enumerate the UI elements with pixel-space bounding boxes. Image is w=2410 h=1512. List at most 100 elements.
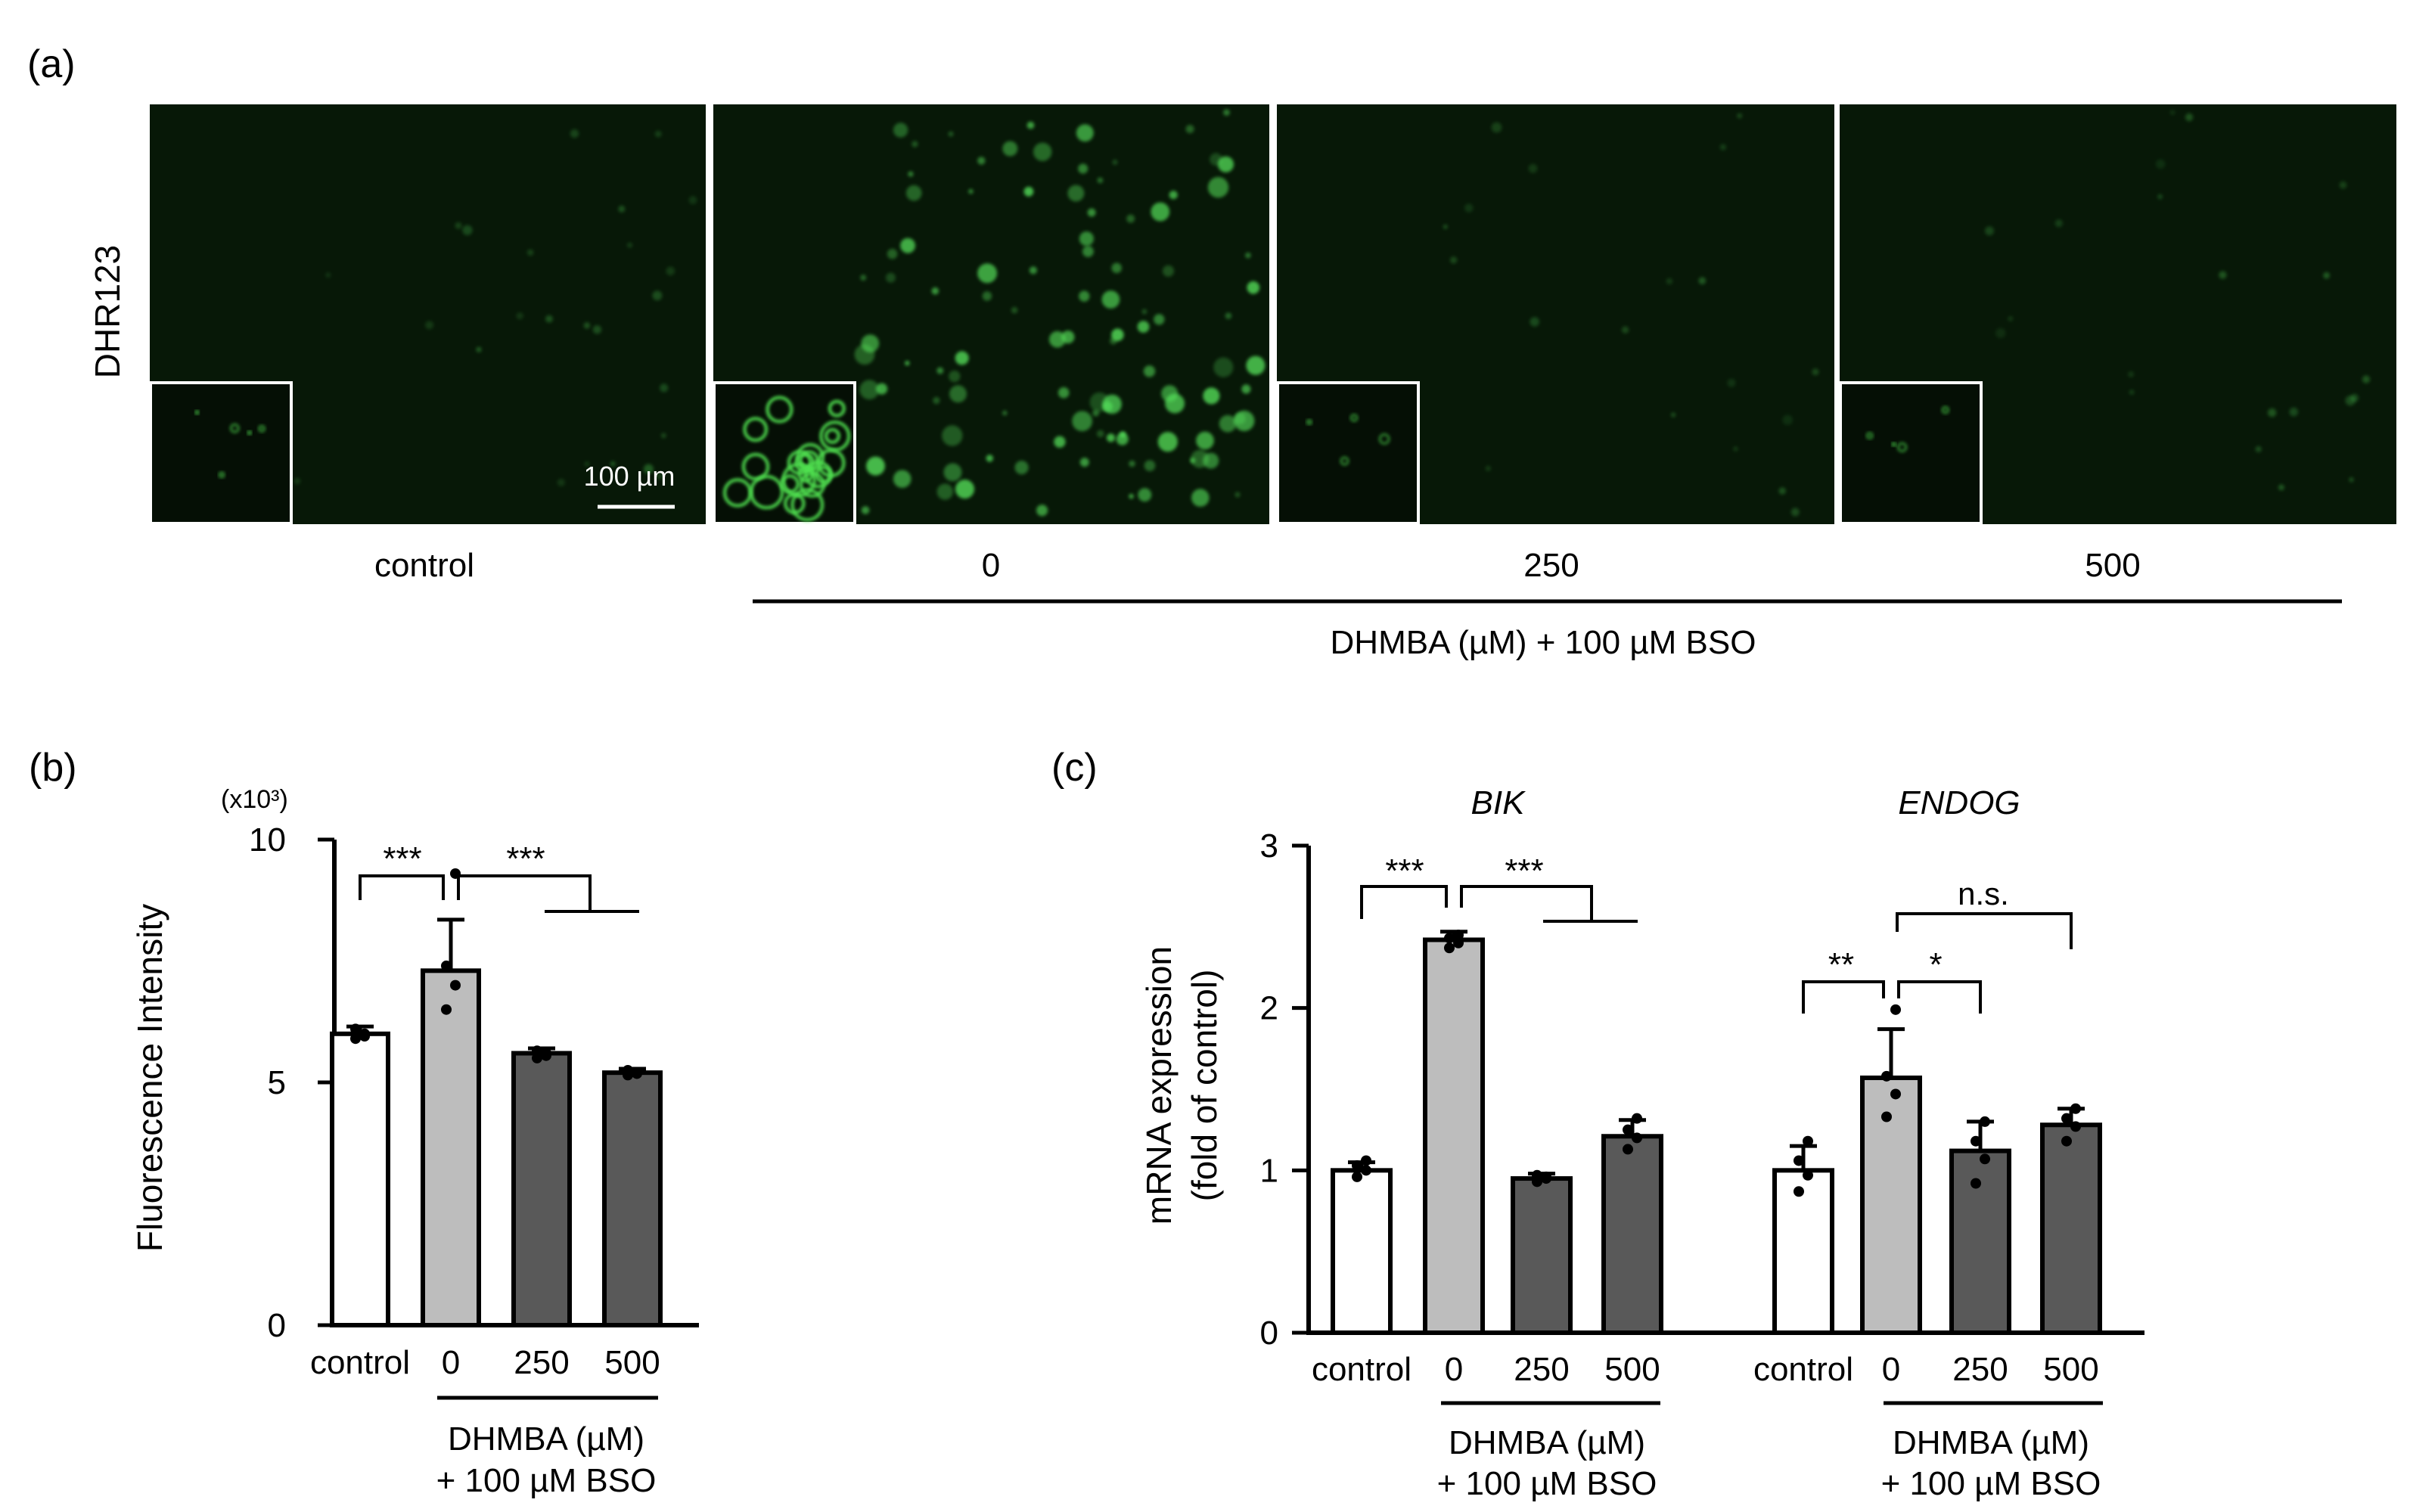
data-point-b bbox=[350, 1023, 361, 1035]
inset-cell bbox=[741, 452, 770, 481]
cell-spot bbox=[948, 131, 954, 137]
data-point-c bbox=[1890, 1004, 1901, 1015]
cell-spot bbox=[1196, 431, 1214, 450]
cell-spot bbox=[1207, 177, 1229, 198]
data-point-c bbox=[1352, 1171, 1362, 1182]
scale-bar-label: 100 µm bbox=[584, 461, 675, 492]
cell-spot bbox=[1247, 281, 1260, 294]
cell-spot bbox=[688, 196, 697, 205]
cell-spot bbox=[860, 275, 867, 281]
inset-cell bbox=[787, 450, 812, 475]
cell-spot bbox=[1671, 412, 1676, 418]
cell-spot bbox=[1048, 331, 1066, 348]
micrograph-bso-0 bbox=[713, 104, 1269, 525]
cell-spot bbox=[584, 461, 590, 467]
cell-spot bbox=[592, 325, 602, 334]
micrograph-control: 100 µm bbox=[149, 104, 706, 525]
data-point-c bbox=[1980, 1153, 1990, 1165]
cell-spot bbox=[1101, 290, 1120, 309]
y-axis-label-b: Fluorescence Intensity bbox=[130, 904, 169, 1252]
data-point-c bbox=[1532, 1169, 1542, 1181]
cell-spot bbox=[1143, 365, 1156, 377]
y-tick-label-c: 2 bbox=[1260, 990, 1278, 1027]
cell-spot bbox=[1154, 314, 1165, 325]
data-point-c bbox=[1623, 1124, 1633, 1135]
cell-spot bbox=[1191, 489, 1210, 507]
inset-cell bbox=[1891, 442, 1897, 447]
cell-spot bbox=[2362, 375, 2371, 383]
cell-spot bbox=[1057, 387, 1070, 399]
cell-spot bbox=[2155, 159, 2166, 169]
cell-spot bbox=[1727, 378, 1736, 387]
cell-spot bbox=[949, 385, 967, 403]
inset-cell bbox=[828, 399, 846, 418]
cell-spot bbox=[2157, 194, 2163, 200]
cell-spot bbox=[1112, 159, 1118, 166]
cell-spot bbox=[1812, 368, 1819, 376]
inset-cell bbox=[1896, 442, 1908, 452]
cell-spot bbox=[2219, 271, 2227, 279]
image-label-250: 250 bbox=[1523, 547, 1579, 584]
cell-spot bbox=[666, 266, 675, 276]
x-tick-label-c: 250 bbox=[1514, 1351, 1569, 1388]
x-tick-label-b: 0 bbox=[442, 1344, 460, 1381]
sig-bracket-c bbox=[1802, 980, 1885, 1014]
sig-label-b: *** bbox=[383, 840, 421, 877]
cell-spot bbox=[2128, 371, 2135, 377]
image-label-500: 500 bbox=[2085, 547, 2140, 584]
cell-spot bbox=[2129, 390, 2135, 395]
sig-bracket-c bbox=[1896, 912, 2073, 949]
cell-spot bbox=[1067, 185, 1085, 202]
cell-spot bbox=[2339, 181, 2347, 189]
cell-spot bbox=[2185, 113, 2194, 122]
data-point-c bbox=[1794, 1186, 1804, 1197]
cell-spot bbox=[1185, 125, 1194, 134]
cell-spot bbox=[942, 425, 963, 446]
cell-spot bbox=[1011, 306, 1018, 314]
sig-label-c: *** bbox=[1385, 852, 1424, 890]
data-point-c bbox=[1881, 1070, 1892, 1082]
x-tick-label-b: control bbox=[310, 1344, 410, 1381]
cell-spot bbox=[949, 370, 961, 383]
group-label-c2-line2: + 100 µM BSO bbox=[1881, 1465, 2101, 1502]
cell-spot bbox=[1719, 144, 1727, 151]
cell-spot bbox=[936, 483, 954, 500]
inset-cell bbox=[1941, 405, 1950, 414]
bar-c-bik-3 bbox=[1601, 1134, 1663, 1335]
data-point-c bbox=[1352, 1160, 1362, 1171]
cell-spot bbox=[1245, 252, 1251, 259]
cell-spot bbox=[1621, 326, 1629, 334]
cell-spot bbox=[1191, 449, 1209, 468]
data-point-c bbox=[1803, 1135, 1813, 1147]
cell-spot bbox=[660, 383, 669, 393]
cell-spot bbox=[931, 287, 939, 295]
data-point-b bbox=[532, 1052, 542, 1063]
micrograph-cells bbox=[293, 129, 697, 487]
cell-spot bbox=[1225, 312, 1232, 319]
cell-spot bbox=[1079, 458, 1089, 467]
cell-spot bbox=[1014, 461, 1029, 475]
sig-label-c: *** bbox=[1505, 852, 1543, 890]
cell-spot bbox=[516, 312, 523, 320]
cell-spot bbox=[1778, 487, 1786, 495]
inset-cell bbox=[1306, 418, 1313, 426]
cell-spot bbox=[1079, 290, 1090, 302]
cell-spot bbox=[1443, 224, 1448, 229]
sig-bracket-c bbox=[1360, 885, 1448, 919]
inset-bso-250 bbox=[1276, 381, 1420, 525]
cell-spot bbox=[293, 477, 301, 485]
cell-spot bbox=[425, 321, 434, 330]
cell-spot bbox=[1023, 186, 1034, 197]
inset-cell bbox=[743, 417, 769, 442]
cell-spot bbox=[557, 478, 565, 487]
sig-bracket-b bbox=[359, 874, 445, 900]
panel-c: (c) mRNA expression (fold of control) BI… bbox=[1051, 746, 2144, 1502]
cell-spot bbox=[859, 380, 880, 400]
cell-spot bbox=[1054, 436, 1066, 448]
gene-label-endog: ENDOG bbox=[1898, 784, 2020, 821]
cell-spot bbox=[887, 248, 898, 259]
bar-c-bik-0 bbox=[1331, 1168, 1393, 1336]
cell-spot bbox=[936, 367, 944, 374]
cell-spot bbox=[1790, 508, 1800, 517]
data-point-c bbox=[2070, 1121, 2081, 1132]
